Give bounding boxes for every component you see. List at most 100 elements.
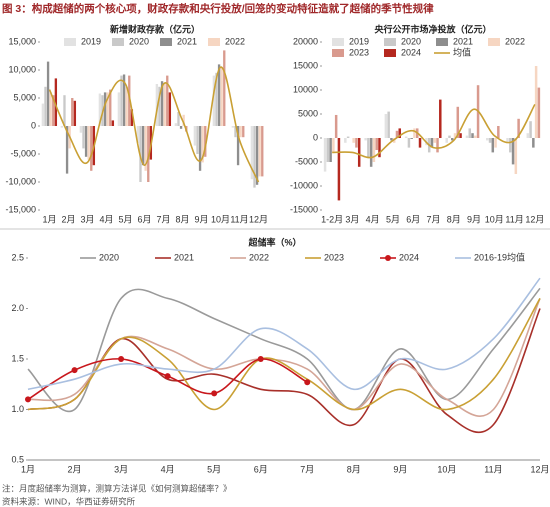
legend-label: 2021 xyxy=(453,36,473,46)
x-tick-label: 9月 xyxy=(467,214,481,224)
legend-swatch xyxy=(332,38,344,46)
y-tick-label: 15,000 xyxy=(8,36,36,46)
bar xyxy=(239,126,242,138)
bar xyxy=(82,126,85,149)
bar xyxy=(337,138,341,201)
marker xyxy=(164,373,171,380)
legend-label: 2024 xyxy=(399,252,419,262)
legend-label: 2022 xyxy=(249,252,269,262)
bar xyxy=(468,128,471,138)
bar xyxy=(375,138,378,150)
x-tick-label: 4月 xyxy=(99,214,113,224)
bar xyxy=(471,133,474,138)
line xyxy=(27,287,541,413)
bar xyxy=(326,138,330,162)
bar xyxy=(465,135,469,138)
x-tick-label: 4月 xyxy=(161,464,175,474)
bar xyxy=(54,78,58,126)
y-tick-label: 0.5 xyxy=(11,454,24,464)
legend-swatch xyxy=(384,38,396,46)
bar xyxy=(144,126,147,171)
bar xyxy=(357,138,361,167)
bar xyxy=(73,100,77,126)
legend-label: 2019 xyxy=(81,36,101,46)
bar xyxy=(439,99,442,138)
x-tick-label: 5月 xyxy=(386,214,400,224)
bar xyxy=(407,138,411,148)
x-tick-label: 10月 xyxy=(211,214,230,224)
bar xyxy=(497,126,500,138)
x-tick-label: 3月 xyxy=(114,464,128,474)
bar xyxy=(445,138,448,143)
bar xyxy=(474,135,477,138)
x-tick-label: 11月 xyxy=(505,214,523,224)
marker xyxy=(71,367,78,374)
chart-title: 超储率（%） xyxy=(247,236,301,247)
x-tick-label: 5月 xyxy=(207,464,221,474)
y-tick-label: 5,000 xyxy=(13,92,36,102)
bar xyxy=(329,138,332,162)
legend-swatch xyxy=(112,38,124,46)
legend-label: 2022 xyxy=(225,36,245,46)
bar xyxy=(491,138,495,153)
bar xyxy=(413,128,416,138)
bar xyxy=(49,92,52,126)
bar xyxy=(255,126,259,185)
bar xyxy=(215,72,218,126)
bar xyxy=(532,138,535,148)
y-tick-label: -15,000 xyxy=(5,204,36,214)
legend-label: 2023 xyxy=(349,47,369,57)
bar xyxy=(87,126,90,160)
y-tick-label: -15000 xyxy=(290,204,318,214)
x-tick-label: 8月 xyxy=(447,214,461,224)
x-tick-label: 8月 xyxy=(347,464,361,474)
bar xyxy=(163,84,166,126)
bar xyxy=(433,138,436,143)
legend-swatch xyxy=(64,38,76,46)
bar xyxy=(46,61,50,126)
line xyxy=(332,104,536,159)
bar xyxy=(155,84,159,126)
bar xyxy=(514,138,518,174)
bar xyxy=(204,126,207,157)
chart-title: 央行公开市场净投放（亿元） xyxy=(374,23,491,34)
bar xyxy=(198,126,202,171)
y-tick-label: 15000 xyxy=(293,60,318,70)
bar xyxy=(250,126,254,180)
legend-swatch xyxy=(384,49,396,57)
bar xyxy=(201,126,204,163)
bar xyxy=(177,112,180,126)
x-tick-label: 12月 xyxy=(525,214,544,224)
marker xyxy=(304,379,311,386)
bar xyxy=(106,92,109,126)
header-title: 图 3：构成超储的两个核心项，财政存款和央行投放/回笼的变动特征造就了超储的季节… xyxy=(2,2,434,15)
bar xyxy=(158,86,161,126)
line xyxy=(48,66,260,183)
bar xyxy=(90,126,93,171)
bar xyxy=(63,95,66,126)
bar xyxy=(486,138,489,141)
bar xyxy=(41,103,45,126)
y-tick-label: 0 xyxy=(31,120,36,130)
x-tick-label: 3月 xyxy=(345,214,359,224)
bar xyxy=(494,138,497,148)
bar xyxy=(346,136,350,138)
x-tick-label: 1月 xyxy=(42,214,56,224)
bar xyxy=(355,138,358,148)
bar xyxy=(212,75,216,126)
bar xyxy=(534,66,538,138)
legend-label: 均值 xyxy=(453,46,471,57)
legend-swatch xyxy=(208,38,220,46)
bar xyxy=(253,126,256,188)
bar xyxy=(160,81,164,126)
bar xyxy=(459,133,462,138)
legend-swatch xyxy=(160,38,172,46)
legend-label: 2021 xyxy=(174,252,194,262)
x-tick-label: 11月 xyxy=(484,464,502,474)
bar xyxy=(130,109,134,126)
bar xyxy=(65,126,69,174)
bar xyxy=(537,87,541,138)
bar xyxy=(136,126,140,143)
x-tick-label: 3月 xyxy=(80,214,94,224)
